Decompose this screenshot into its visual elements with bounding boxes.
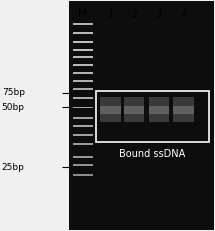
Text: M: M (78, 9, 87, 19)
Bar (124, 106, 144, 114)
Bar (96, 91, 209, 142)
Text: 50bp: 50bp (2, 103, 25, 112)
Bar (73, 125, 92, 127)
Bar (73, 80, 92, 82)
Text: 1: 1 (107, 9, 114, 19)
Bar (73, 88, 92, 90)
Bar (73, 143, 92, 145)
Bar (73, 97, 92, 99)
Text: 2: 2 (131, 9, 138, 19)
Bar (73, 72, 92, 74)
Text: 75bp: 75bp (2, 88, 25, 97)
Bar (73, 32, 92, 34)
Text: 25bp: 25bp (2, 163, 25, 172)
Bar (149, 106, 169, 114)
Bar (173, 106, 194, 114)
Bar (100, 106, 121, 114)
Bar (73, 174, 92, 176)
Bar (69, 1, 214, 230)
Text: 3: 3 (155, 9, 162, 19)
Bar (73, 41, 92, 43)
Bar (149, 97, 169, 122)
Text: Bound ssDNA: Bound ssDNA (119, 149, 186, 159)
Bar (73, 64, 92, 66)
Bar (73, 23, 92, 24)
Bar (100, 97, 121, 122)
Bar (73, 117, 92, 119)
Bar (73, 156, 92, 158)
Bar (173, 97, 194, 122)
Bar (73, 49, 92, 51)
Text: 4: 4 (180, 9, 187, 19)
Bar (124, 97, 144, 122)
Bar (73, 56, 92, 58)
Bar (73, 106, 92, 108)
Bar (73, 164, 92, 166)
Bar (73, 134, 92, 136)
